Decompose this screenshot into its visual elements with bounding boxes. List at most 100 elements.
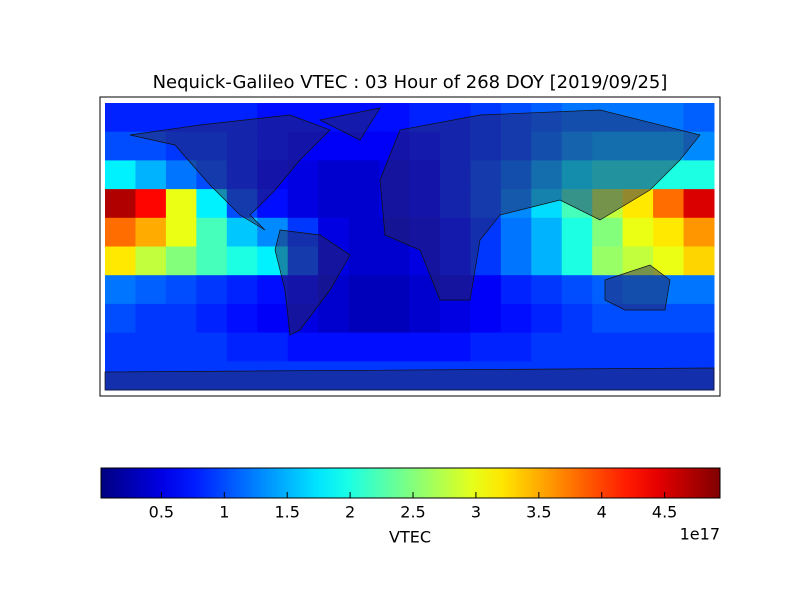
chart-title: Nequick-Galileo VTEC : 03 Hour of 268 DO… — [153, 72, 668, 93]
heatmap-cell — [165, 303, 197, 334]
heatmap-cell — [105, 246, 136, 276]
heatmap-cell — [561, 303, 593, 334]
heatmap-cell — [105, 131, 136, 161]
heatmap-cell — [622, 332, 654, 362]
heatmap-cell — [105, 275, 136, 305]
colorbar-tick-label: 1 — [219, 503, 229, 522]
heatmap-cell — [165, 160, 197, 190]
heatmap-cell — [561, 332, 593, 362]
continent — [318, 107, 381, 141]
heatmap-cell — [683, 303, 715, 334]
continent — [379, 109, 701, 301]
heatmap-cell — [592, 217, 624, 247]
heatmap-cell — [105, 332, 136, 362]
heatmap-cell — [165, 246, 197, 276]
heatmap-cell — [683, 103, 715, 133]
heatmap-cell — [226, 303, 258, 334]
heatmap-cell — [470, 303, 502, 334]
heatmap-cell — [105, 217, 136, 247]
heatmap-cell — [105, 103, 136, 133]
colorbar-label: VTEC — [389, 528, 431, 547]
heatmap-cell — [379, 303, 410, 334]
heatmap-cell — [165, 275, 197, 305]
heatmap-cell — [165, 332, 197, 362]
heatmap-cell — [683, 160, 715, 190]
continent — [604, 264, 671, 311]
colorbar-tick-label: 2.5 — [400, 503, 425, 522]
continent — [274, 229, 351, 336]
heatmap-cell — [561, 217, 593, 247]
heatmap-cell — [653, 189, 685, 219]
colorbar-tick-label: 4 — [597, 503, 607, 522]
heatmap-cell — [531, 332, 563, 362]
heatmap-cell — [470, 275, 502, 305]
heatmap-cell — [348, 189, 380, 219]
heatmap-cell — [561, 275, 593, 305]
colorbar-tick-label: 3 — [471, 503, 481, 522]
heatmap-cell — [379, 275, 410, 305]
heatmap-cell — [348, 332, 380, 362]
continent — [104, 367, 715, 391]
heatmap-cell — [135, 189, 167, 219]
heatmap-cell — [348, 217, 380, 247]
heatmap-cell — [500, 332, 532, 362]
colorbar-tick-label: 4.5 — [652, 503, 677, 522]
map-frame — [99, 96, 721, 397]
colorbar-scale: 1e17 — [680, 525, 720, 544]
heatmap-cell — [500, 246, 532, 276]
heatmap-cell — [257, 303, 289, 334]
heatmap-cell — [470, 332, 502, 362]
heatmap-cell — [622, 217, 654, 247]
heatmap-cell — [592, 246, 624, 276]
heatmap-cell — [379, 246, 410, 276]
heatmap-cell — [409, 303, 441, 334]
heatmap-cell — [592, 332, 624, 362]
heatmap-cell — [531, 246, 563, 276]
continent — [129, 114, 331, 231]
heatmap-cell — [226, 332, 258, 362]
heatmap-cell — [287, 189, 319, 219]
colorbar-tick-label: 0.5 — [149, 503, 174, 522]
heatmap-cell — [348, 246, 380, 276]
heatmap-cell — [135, 160, 167, 190]
heatmap-cell — [683, 217, 715, 247]
heatmap-cell — [348, 275, 380, 305]
heatmap-cell — [196, 246, 228, 276]
continents — [104, 107, 715, 391]
colorbar-tick-label: 2 — [345, 503, 355, 522]
heatmap-cell — [135, 217, 167, 247]
heatmap-cell — [105, 160, 136, 190]
heatmap-cell — [196, 217, 228, 247]
colorbar-tick-label: 1.5 — [274, 503, 299, 522]
heatmap-cell — [348, 160, 380, 190]
heatmap-cell — [379, 332, 410, 362]
heatmap-cell — [135, 332, 167, 362]
heatmap-cell — [287, 332, 319, 362]
heatmap-cell — [531, 275, 563, 305]
heatmap-cell — [135, 103, 167, 133]
colorbar — [100, 467, 721, 499]
heatmap-cell — [105, 303, 136, 334]
heatmap-cell — [165, 217, 197, 247]
heatmap-cell — [379, 103, 410, 133]
heatmap-cell — [318, 303, 350, 334]
heatmap-cell — [439, 303, 471, 334]
heatmap-cell — [135, 246, 167, 276]
heatmap-cell — [500, 275, 532, 305]
heatmap-cell — [226, 275, 258, 305]
heatmap-cell — [196, 303, 228, 334]
colorbar-tick-label: 3.5 — [526, 503, 551, 522]
heatmap-cell — [683, 189, 715, 219]
heatmap-cell — [683, 332, 715, 362]
heatmap-cell — [531, 217, 563, 247]
heatmap-cell — [105, 189, 136, 219]
heatmap-cell — [257, 332, 289, 362]
heatmap-cell — [653, 332, 685, 362]
heatmap-cell — [531, 303, 563, 334]
heatmap-cell — [683, 275, 715, 305]
heatmap-cell — [592, 303, 624, 334]
heatmap-cell — [348, 303, 380, 334]
heatmap-cell — [683, 246, 715, 276]
heatmap-cell — [500, 217, 532, 247]
